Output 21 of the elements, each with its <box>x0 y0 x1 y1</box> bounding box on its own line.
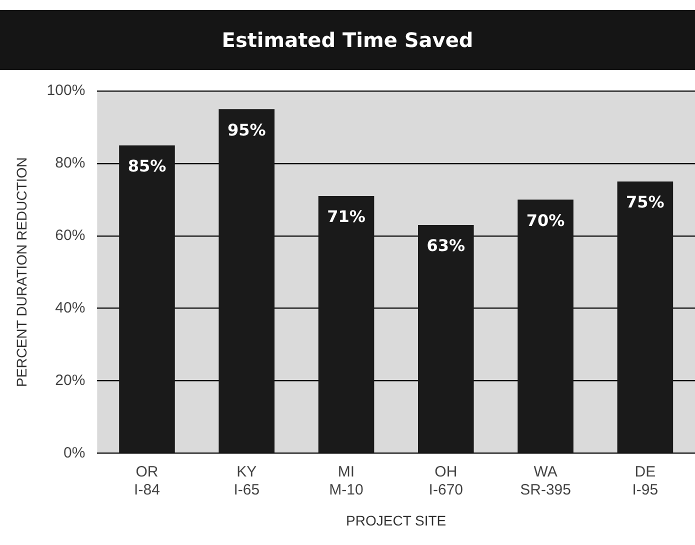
x-tick-label: OH I-670 <box>428 463 464 498</box>
y-tick-label: 0% <box>63 444 86 462</box>
data-label: 75% <box>626 192 664 212</box>
chart-title: Estimated Time Saved <box>0 10 695 70</box>
y-tick-label: 20% <box>55 372 86 389</box>
data-label: 70% <box>526 210 565 230</box>
x-tick-label: WA SR-395 <box>520 463 571 498</box>
data-label: 85% <box>128 156 166 176</box>
y-tick-label: 100% <box>46 82 86 100</box>
x-tick-label: MI M-10 <box>329 463 364 498</box>
data-label: 63% <box>426 236 466 256</box>
data-label: 95% <box>227 120 266 140</box>
data-label: 71% <box>327 207 366 226</box>
y-tick-label: 60% <box>55 227 86 244</box>
x-tick-label: DE I-95 <box>632 463 658 498</box>
y-tick-label: 80% <box>55 154 86 172</box>
y-tick-label: 40% <box>55 299 86 316</box>
x-tick-label: KY I-65 <box>234 463 260 498</box>
x-axis-title: PROJECT SITE <box>346 512 446 528</box>
y-axis-title: PERCENT DURATION REDUCTION <box>13 157 30 387</box>
x-tick-label: OR I-84 <box>134 463 160 498</box>
